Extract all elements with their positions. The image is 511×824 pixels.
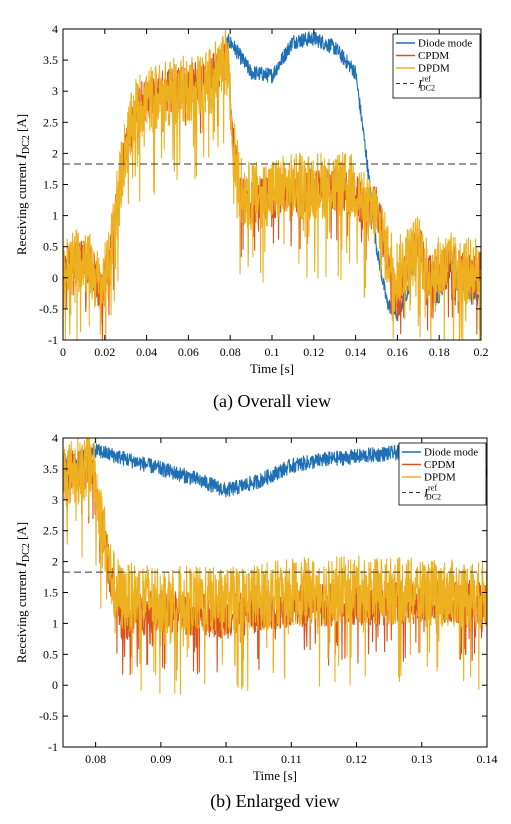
legend-ref-variable: I bbox=[423, 486, 429, 500]
y-tick-label: 3.5 bbox=[43, 462, 58, 476]
y-tick-label: 0.5 bbox=[43, 647, 58, 661]
x-tick-label: 0.18 bbox=[429, 345, 450, 359]
legend-label-diode: Diode mode bbox=[418, 38, 472, 50]
y-label-subscript: DC2 bbox=[21, 543, 32, 562]
panel-caption: (a) Overall view bbox=[213, 391, 331, 412]
legend-ref-subscript: DC2 bbox=[426, 493, 441, 502]
y-axis-label: Receiving current IDC2 [A] bbox=[14, 114, 32, 255]
x-tick-label: 0.14 bbox=[345, 345, 366, 359]
legend-box bbox=[398, 442, 487, 506]
y-tick-label: 0 bbox=[52, 271, 58, 285]
y-tick-label: 2 bbox=[52, 555, 58, 569]
y-label-unit: [A] bbox=[14, 114, 29, 135]
x-tick-label: 0.12 bbox=[303, 345, 324, 359]
legend-label-diode: Diode mode bbox=[424, 447, 478, 459]
legend-box bbox=[392, 33, 481, 99]
y-label-variable: I bbox=[14, 153, 30, 160]
x-tick-label: 0.14 bbox=[477, 752, 498, 766]
legend-label-reference: Iref DC2 bbox=[423, 484, 441, 502]
x-tick-label: 0.13 bbox=[411, 752, 432, 766]
y-tick-label: 1 bbox=[52, 209, 58, 223]
y-tick-label: 3.5 bbox=[43, 53, 58, 67]
y-tick-label: 2.5 bbox=[43, 115, 58, 129]
x-tick-label: 0.02 bbox=[94, 345, 115, 359]
y-tick-label: 0.5 bbox=[43, 240, 58, 254]
y-tick-label: 3 bbox=[52, 493, 58, 507]
x-tick-label: 0.16 bbox=[387, 345, 408, 359]
y-label-unit: [A] bbox=[14, 522, 29, 543]
panel-enlarged-view: 0.08 0.09 0.1 0.11 0.12 0.13 0.14 -1 -0.5 0 0.5 1 1.… bbox=[14, 431, 498, 812]
y-tick-label: 0 bbox=[52, 678, 58, 692]
y-label-variable: I bbox=[14, 561, 30, 568]
x-tick-label: 0.2 bbox=[474, 345, 489, 359]
y-tick-label: 3 bbox=[52, 84, 58, 98]
x-tick-label: 0.1 bbox=[265, 345, 280, 359]
y-tick-label: 1.5 bbox=[43, 178, 58, 192]
x-axis-label: Time [s] bbox=[253, 768, 297, 783]
y-tick-label: -0.5 bbox=[39, 302, 58, 316]
x-axis-label: Time [s] bbox=[250, 361, 294, 376]
x-tick-label: 0.11 bbox=[281, 752, 302, 766]
y-label-subscript: DC2 bbox=[21, 135, 32, 154]
panel-caption: (b) Enlarged view bbox=[210, 791, 340, 812]
y-tick-label: 4 bbox=[52, 22, 58, 36]
legend-label-dpdm: DPDM bbox=[424, 472, 456, 484]
y-tick-label: 2 bbox=[52, 146, 58, 160]
legend-label-cpdm: CPDM bbox=[424, 459, 455, 471]
y-tick-label: -0.5 bbox=[39, 709, 58, 723]
y-tick-label: 4 bbox=[52, 431, 58, 445]
legend-ref-superscript: ref bbox=[422, 75, 431, 84]
legend-label-cpdm: CPDM bbox=[418, 50, 449, 62]
legend-label-reference: Iref DC2 bbox=[417, 75, 435, 93]
y-tick-label: -1 bbox=[48, 333, 58, 347]
panel-overall-view: 0 0.02 0.04 0.06 0.08 0.1 0.12 0.14 0.16 0.18 0.2 -… bbox=[14, 22, 489, 412]
x-tick-label: 0.06 bbox=[178, 345, 199, 359]
y-tick-label: 1.5 bbox=[43, 586, 58, 600]
y-axis-label: Receiving current IDC2 [A] bbox=[14, 522, 32, 663]
x-tick-label: 0.12 bbox=[346, 752, 367, 766]
y-tick-label: 2.5 bbox=[43, 524, 58, 538]
x-tick-label: 0.08 bbox=[220, 345, 241, 359]
y-label-prefix: Receiving current bbox=[14, 159, 29, 255]
series-line-dpdm bbox=[63, 438, 487, 695]
legend-label-dpdm: DPDM bbox=[418, 63, 450, 75]
legend-ref-variable: I bbox=[417, 77, 423, 91]
y-label-prefix: Receiving current bbox=[14, 567, 29, 663]
x-tick-label: 0 bbox=[60, 345, 66, 359]
x-tick-label: 0.04 bbox=[136, 345, 157, 359]
x-tick-label: 0.08 bbox=[85, 752, 106, 766]
legend-ref-subscript: DC2 bbox=[420, 84, 435, 93]
y-tick-label: 1 bbox=[52, 616, 58, 630]
x-tick-label: 0.09 bbox=[150, 752, 171, 766]
legend-ref-superscript: ref bbox=[428, 484, 437, 493]
x-tick-label: 0.1 bbox=[219, 752, 234, 766]
y-tick-label: -1 bbox=[48, 740, 58, 754]
